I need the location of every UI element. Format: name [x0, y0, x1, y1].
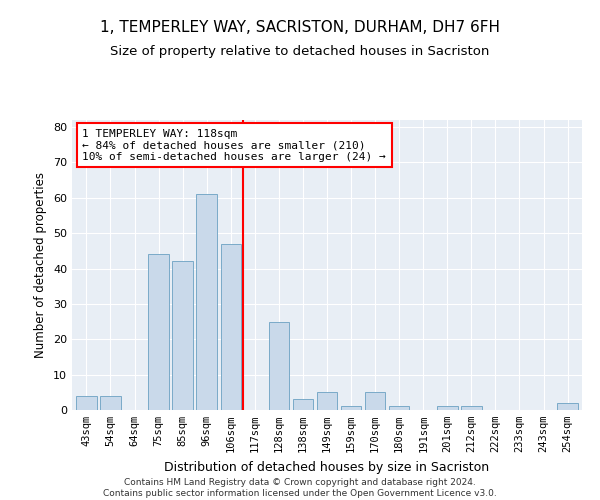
X-axis label: Distribution of detached houses by size in Sacriston: Distribution of detached houses by size … [164, 460, 490, 473]
Bar [389, 406, 409, 410]
Text: Contains HM Land Registry data © Crown copyright and database right 2024.
Contai: Contains HM Land Registry data © Crown c… [103, 478, 497, 498]
Y-axis label: Number of detached properties: Number of detached properties [34, 172, 47, 358]
Bar [341, 406, 361, 410]
Bar [76, 396, 97, 410]
Bar [172, 262, 193, 410]
Bar [437, 406, 458, 410]
Bar [557, 403, 578, 410]
Bar [100, 396, 121, 410]
Bar [196, 194, 217, 410]
Bar [317, 392, 337, 410]
Text: 1 TEMPERLEY WAY: 118sqm
← 84% of detached houses are smaller (210)
10% of semi-d: 1 TEMPERLEY WAY: 118sqm ← 84% of detache… [82, 128, 386, 162]
Bar [269, 322, 289, 410]
Bar [461, 406, 482, 410]
Text: 1, TEMPERLEY WAY, SACRISTON, DURHAM, DH7 6FH: 1, TEMPERLEY WAY, SACRISTON, DURHAM, DH7… [100, 20, 500, 35]
Bar [148, 254, 169, 410]
Bar [293, 400, 313, 410]
Text: Size of property relative to detached houses in Sacriston: Size of property relative to detached ho… [110, 45, 490, 58]
Bar [365, 392, 385, 410]
Bar [221, 244, 241, 410]
